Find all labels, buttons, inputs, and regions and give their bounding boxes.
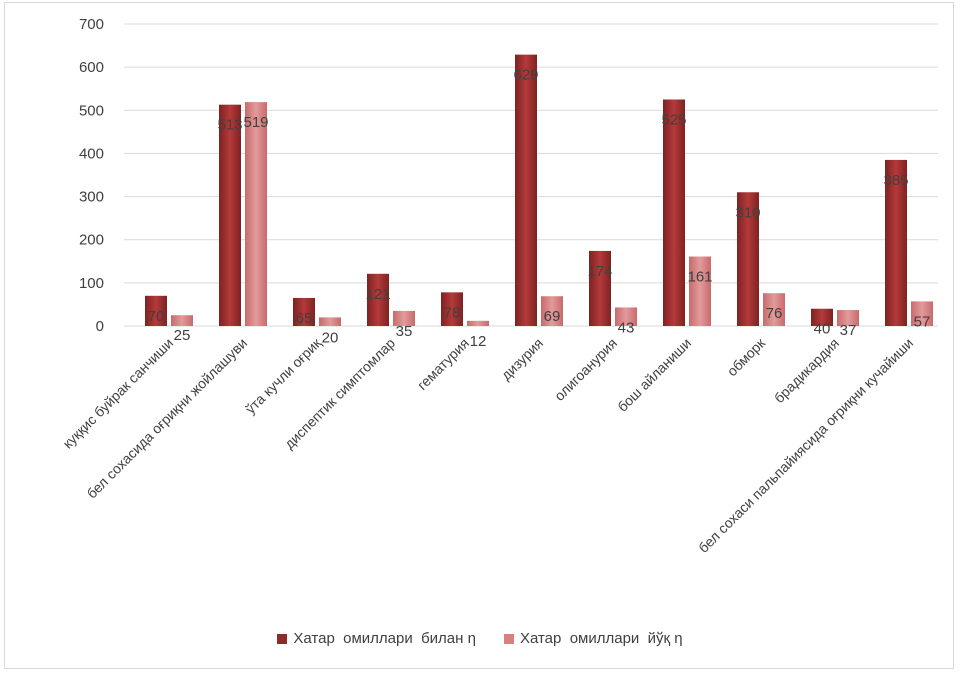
data-label-series-2-5: 69: [544, 308, 561, 325]
bar-series-1-10: [885, 159, 907, 326]
data-label-series-1-2: 65: [296, 310, 313, 327]
data-label-series-2-7: 161: [687, 269, 712, 286]
bar-series-2-5: [541, 296, 563, 326]
data-label-series-2-6: 43: [618, 319, 635, 336]
bar-series-1-1: [219, 104, 241, 326]
bar-series-2-7: [689, 256, 711, 326]
bar-series-1-8: [737, 192, 759, 326]
bar-series-1-6: [589, 250, 611, 326]
x-category-label: ўта кучли оғриқ: [242, 334, 325, 417]
y-axis-ticks: 0 100 200 300 400 500 600 700: [79, 16, 104, 335]
bar-series-2-8: [763, 293, 785, 326]
legend-item-series-2: Хатар омиллари йўқ η: [503, 630, 683, 647]
y-tick-label: 0: [96, 318, 104, 335]
y-tick-label: 600: [79, 59, 104, 76]
x-category-label: гематурия: [414, 335, 472, 393]
data-label-series-1-10: 385: [883, 172, 908, 189]
data-label-series-1-1: 513: [217, 117, 242, 134]
bar-series-2-1: [245, 102, 267, 327]
data-label-series-2-2: 20: [322, 329, 339, 346]
bar-series-1-4: [441, 292, 463, 326]
data-label-series-1-4: 78: [444, 304, 461, 321]
bar-series-1-5: [515, 54, 537, 326]
bar-series-2-2: [319, 317, 341, 326]
data-label-series-2-9: 37: [840, 322, 857, 339]
bar-series-2-0: [171, 315, 193, 326]
bar-series-2-9: [837, 310, 859, 326]
bar-series-1-3: [367, 273, 389, 326]
data-label-series-1-8: 310: [735, 204, 760, 221]
data-label-series-1-3: 121: [365, 286, 390, 303]
legend-label-series-1: Хатар омиллари билан η: [293, 630, 476, 647]
y-tick-label: 500: [79, 102, 104, 119]
y-tick-label: 100: [79, 275, 104, 292]
data-label-series-1-6: 174: [587, 263, 612, 280]
data-label-series-2-1: 519: [243, 114, 268, 131]
bar-series-1-0: [145, 295, 167, 326]
bars: [145, 54, 933, 327]
y-tick-label: 400: [79, 145, 104, 162]
legend-label-series-2: Хатар омиллари йўқ η: [519, 630, 683, 647]
legend: Хатар омиллари билан η Хатар омиллари йў…: [0, 630, 960, 647]
data-label-series-2-4: 12: [470, 333, 487, 350]
data-label-series-1-0: 70: [148, 308, 165, 325]
data-label-series-2-0: 25: [174, 327, 191, 344]
x-category-label: бош айланиши: [614, 335, 694, 415]
bar-series-2-6: [615, 307, 637, 326]
data-label-series-2-3: 35: [396, 323, 413, 340]
data-label-series-1-9: 40: [814, 321, 831, 338]
y-tick-label: 300: [79, 189, 104, 206]
y-tick-label: 200: [79, 232, 104, 249]
y-tick-label: 700: [79, 16, 104, 33]
data-label-series-2-8: 76: [766, 305, 783, 322]
bar-series-1-9: [811, 308, 833, 326]
bar-series-2-4: [467, 320, 489, 326]
bar-series-1-7: [663, 99, 685, 326]
bar-series-2-3: [393, 310, 415, 326]
x-category-label: бел сохасида оғриқни жойлашуви: [83, 335, 250, 502]
legend-swatch-series-1: [277, 633, 288, 644]
data-label-series-2-10: 57: [914, 313, 931, 330]
legend-swatch-series-2: [503, 633, 514, 644]
legend-item-series-1: Хатар омиллари билан η: [277, 630, 476, 647]
x-category-label: брадикардия: [771, 335, 842, 406]
data-labels: 70 25 513 519 65 20 121 35 78 12 629 69 174 43 525 161 3…: [148, 67, 931, 350]
data-label-series-1-5: 629: [513, 67, 538, 84]
chart-frame: [4, 2, 954, 669]
bar-series-2-10: [911, 301, 933, 326]
x-category-label: обморк: [724, 334, 769, 379]
x-category-label: дизурия: [498, 335, 546, 383]
bar-series-1-2: [293, 297, 315, 326]
x-category-label: олигоанурия: [551, 335, 620, 404]
data-label-series-1-7: 525: [661, 112, 686, 129]
